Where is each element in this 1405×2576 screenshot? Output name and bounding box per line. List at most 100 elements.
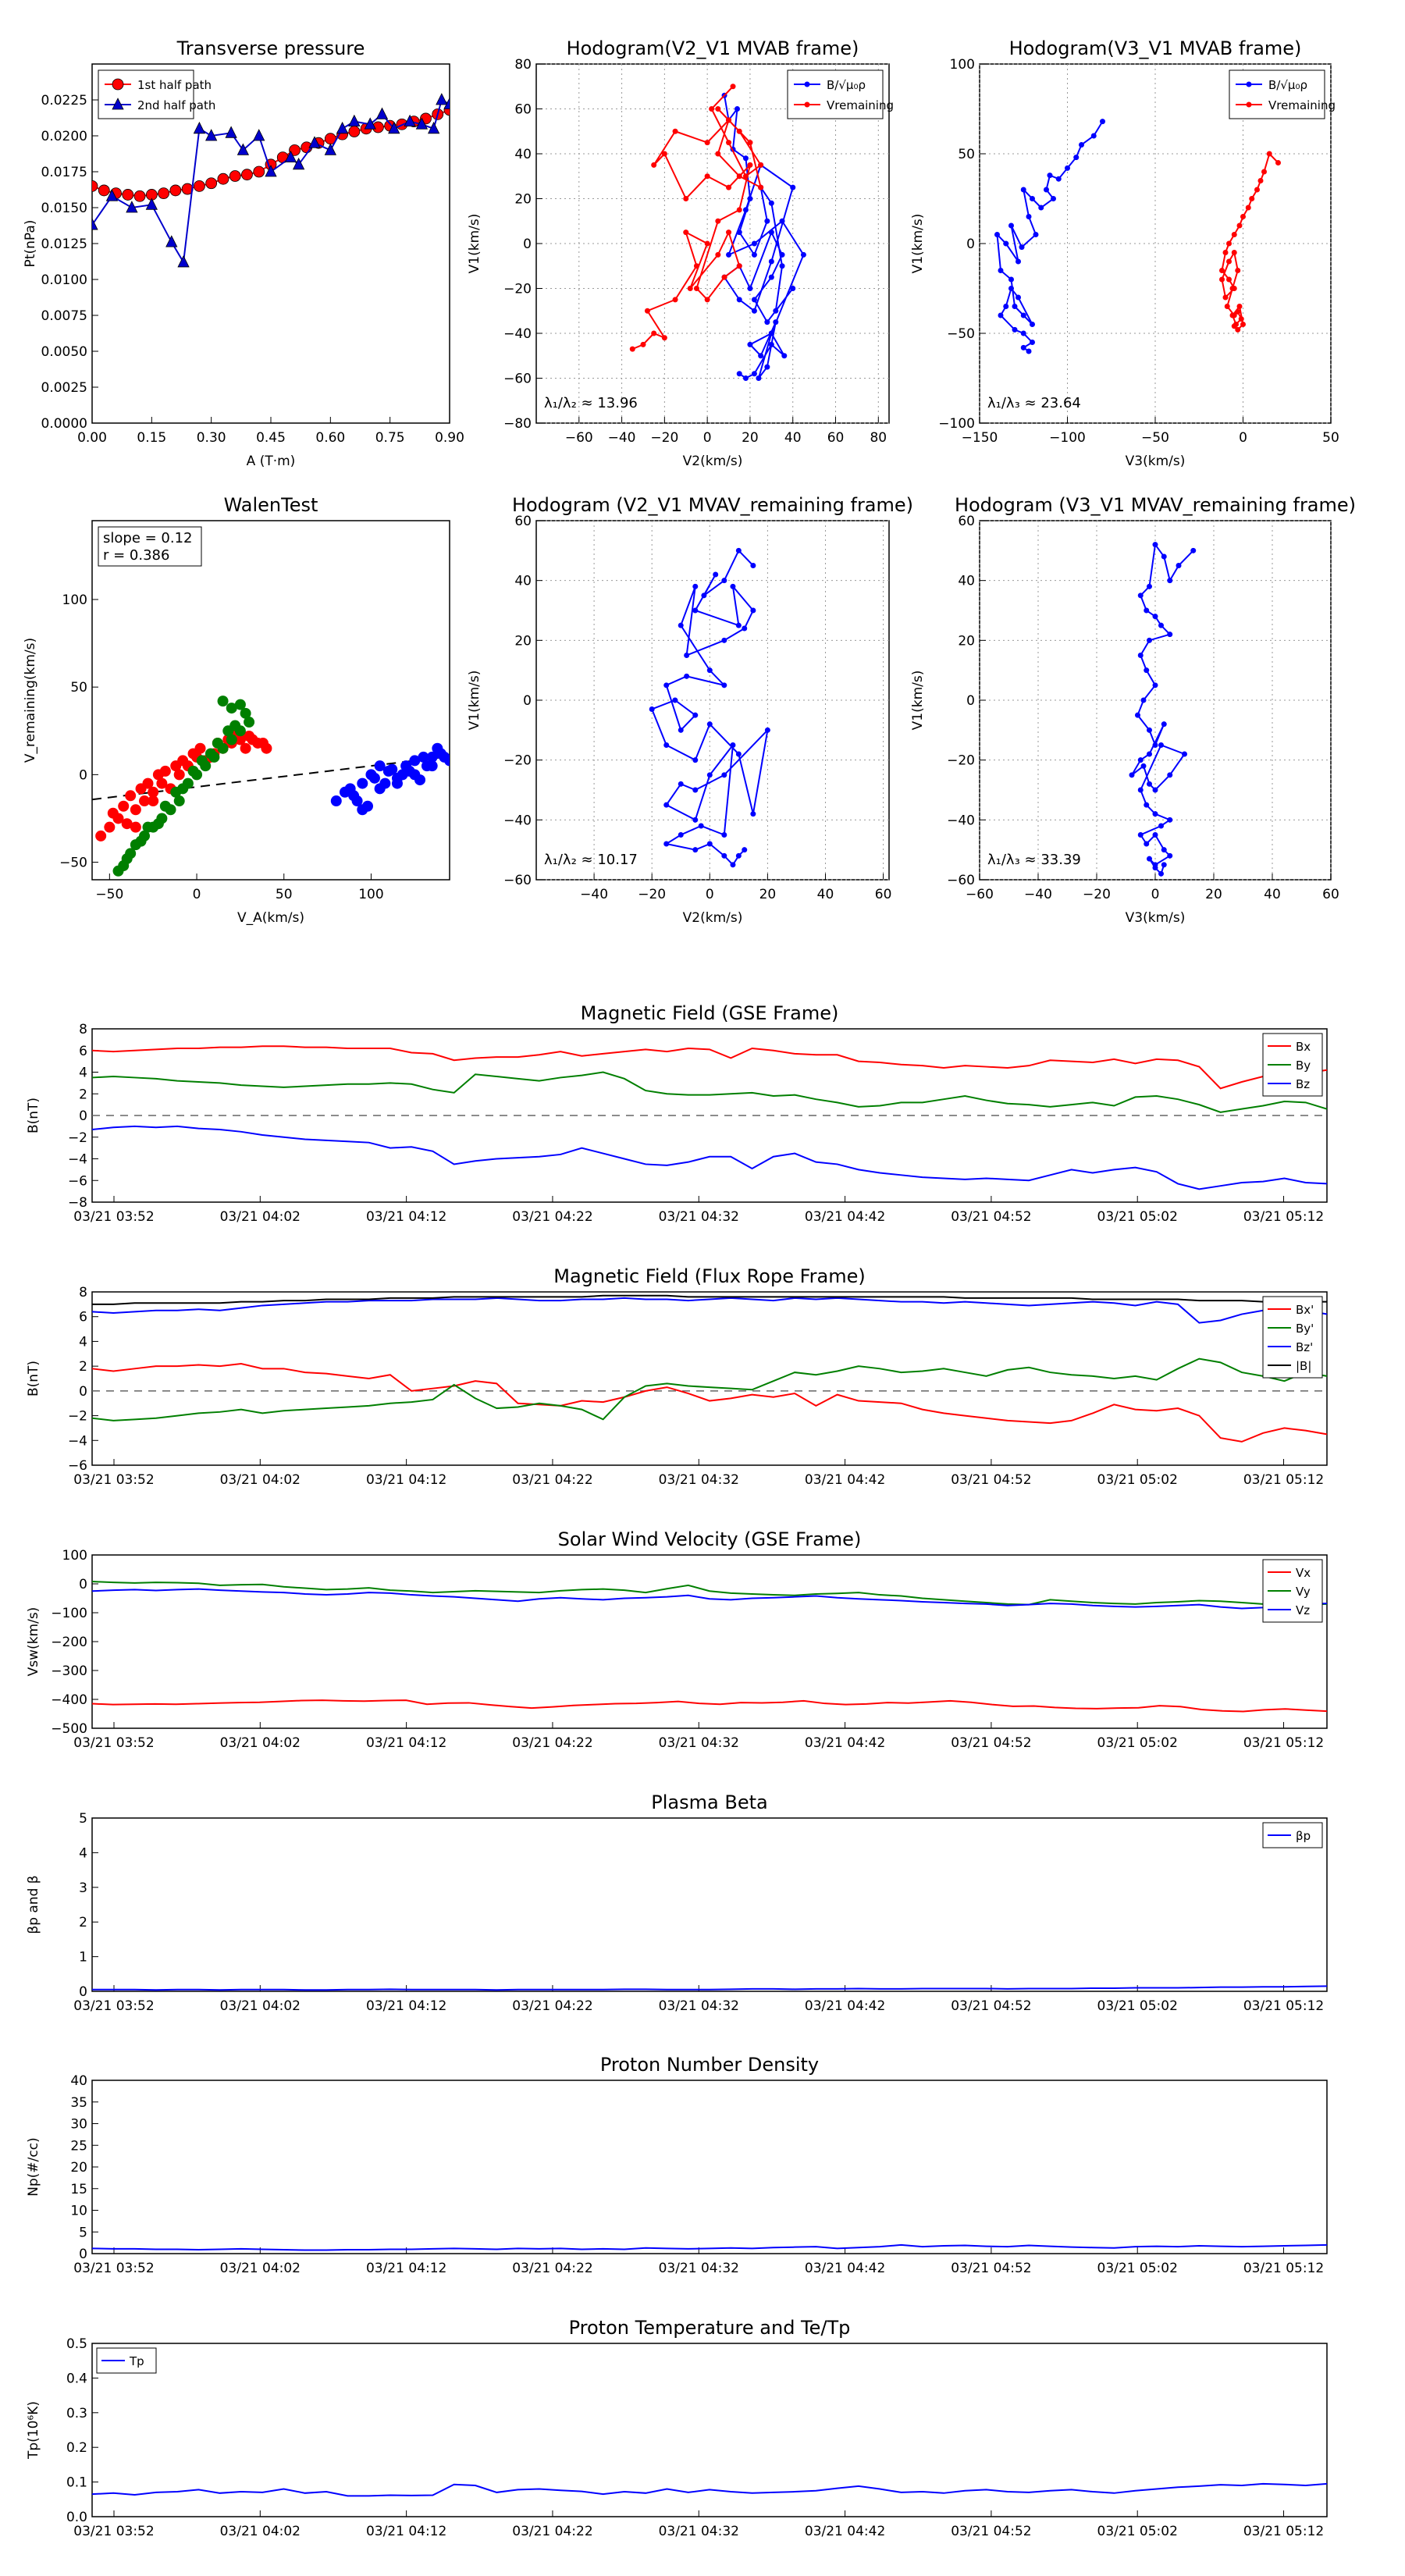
x-tick-label: 03/21 04:12 bbox=[366, 1209, 446, 1225]
x-tick-label: 03/21 05:12 bbox=[1243, 2524, 1324, 2539]
data-point bbox=[735, 106, 741, 112]
chart-h2: Hodogram(V3_V1 MVAB frame)−150 −100 −50 0 50… bbox=[910, 37, 1339, 469]
plot-area bbox=[91, 520, 450, 881]
x-tick-label: 03/21 04:22 bbox=[512, 2524, 592, 2539]
data-point bbox=[692, 757, 699, 763]
data-point bbox=[1026, 348, 1032, 354]
y-tick-label: −40 bbox=[503, 813, 532, 828]
data-point bbox=[629, 346, 635, 352]
data-point bbox=[715, 151, 721, 157]
series-line-tp bbox=[91, 2482, 1328, 2497]
data-point bbox=[1231, 250, 1237, 255]
data-point bbox=[706, 841, 713, 847]
legend-label: Bx' bbox=[1296, 1303, 1314, 1317]
y-tick-label: 0 bbox=[79, 1984, 87, 2000]
data-point bbox=[292, 157, 305, 170]
data-point bbox=[1176, 563, 1182, 568]
data-point bbox=[1219, 276, 1225, 283]
data-point bbox=[348, 126, 361, 137]
data-point bbox=[226, 703, 237, 714]
data-point bbox=[1257, 178, 1264, 183]
data-point bbox=[1012, 304, 1018, 309]
plot-marks bbox=[92, 93, 450, 268]
data-point bbox=[781, 353, 788, 359]
data-point bbox=[1167, 578, 1173, 584]
data-point bbox=[692, 712, 699, 718]
data-point bbox=[736, 371, 742, 377]
data-point bbox=[1008, 276, 1014, 283]
data-point bbox=[1266, 151, 1272, 157]
legend-label: 2nd half path bbox=[137, 98, 215, 112]
data-point bbox=[1229, 312, 1236, 318]
legend-label: B/√μ₀ρ bbox=[827, 78, 866, 92]
data-point bbox=[735, 547, 742, 553]
data-point bbox=[1051, 196, 1056, 201]
y-tick-label: −60 bbox=[947, 873, 975, 888]
x-tick-label: 100 bbox=[358, 887, 383, 902]
fit-line bbox=[92, 756, 450, 801]
x-axis-label: V3(km/s) bbox=[1126, 910, 1186, 926]
legend-label: Vz bbox=[1296, 1603, 1310, 1617]
x-tick-label: 03/21 04:42 bbox=[805, 2261, 885, 2276]
data-point bbox=[704, 173, 710, 180]
data-point bbox=[1231, 323, 1237, 329]
data-point bbox=[105, 189, 119, 201]
data-point bbox=[730, 862, 736, 868]
data-point bbox=[768, 274, 774, 280]
x-tick-label: 03/21 04:32 bbox=[659, 1472, 739, 1488]
data-point bbox=[998, 268, 1004, 273]
data-point bbox=[706, 667, 713, 674]
data-point bbox=[443, 97, 450, 109]
data-point bbox=[156, 777, 168, 789]
data-point bbox=[1246, 81, 1252, 87]
series-1st-half-path bbox=[92, 104, 450, 202]
data-point bbox=[234, 699, 246, 710]
legend-box bbox=[1229, 69, 1325, 119]
y-tick-label: 3 bbox=[79, 1880, 87, 1896]
data-point bbox=[1073, 155, 1080, 161]
chart-title: Hodogram(V2_V1 MVAB frame) bbox=[567, 37, 859, 59]
series-line--p bbox=[92, 1985, 1328, 1991]
y-tick-label: 0.3 bbox=[66, 2406, 87, 2421]
series-green bbox=[112, 696, 255, 877]
data-point bbox=[240, 742, 251, 754]
data-point bbox=[1140, 697, 1147, 703]
data-point bbox=[735, 751, 742, 757]
y-tick-label: 0 bbox=[523, 693, 532, 709]
data-point bbox=[187, 765, 199, 777]
data-point bbox=[683, 196, 689, 201]
data-point bbox=[336, 121, 349, 134]
legend-label: By bbox=[1296, 1059, 1311, 1073]
data-point bbox=[1158, 622, 1164, 628]
x-tick-label: −40 bbox=[580, 887, 608, 902]
plot-area bbox=[91, 1291, 1328, 1466]
chart-title: Hodogram (V2_V1 MVAV_remaining frame) bbox=[512, 494, 913, 516]
series-line-vx bbox=[91, 1699, 1328, 1713]
y-tick-label: 20 bbox=[514, 633, 532, 649]
series-vremaining bbox=[1219, 151, 1281, 333]
y-tick-label: −20 bbox=[503, 753, 532, 769]
y-tick-label: 0.5 bbox=[66, 2336, 87, 2352]
y-tick-label: 0.0225 bbox=[41, 93, 87, 109]
data-point bbox=[1235, 308, 1241, 315]
data-point bbox=[773, 319, 779, 326]
data-point bbox=[649, 706, 655, 712]
x-tick-label: 03/21 04:42 bbox=[805, 1209, 885, 1225]
plot-marks bbox=[629, 84, 806, 381]
legend-label: By' bbox=[1296, 1322, 1314, 1336]
data-point bbox=[118, 800, 130, 812]
y-tick-label: 30 bbox=[70, 2117, 87, 2133]
data-point bbox=[726, 184, 732, 190]
data-point bbox=[205, 129, 218, 141]
y-tick-label: 10 bbox=[70, 2204, 87, 2219]
data-point bbox=[1020, 312, 1026, 318]
y-tick-label: −100 bbox=[51, 1606, 87, 1621]
y-tick-label: −6 bbox=[68, 1458, 87, 1474]
chart-pt: Transverse pressure 0.00 0.15 0.30 0.45 0.60 0… bbox=[23, 37, 464, 469]
y-tick-label: −50 bbox=[59, 856, 87, 871]
data-point bbox=[1137, 787, 1144, 793]
data-point bbox=[742, 155, 749, 162]
data-point bbox=[1030, 340, 1035, 345]
data-point bbox=[173, 769, 185, 781]
data-point bbox=[790, 286, 796, 291]
